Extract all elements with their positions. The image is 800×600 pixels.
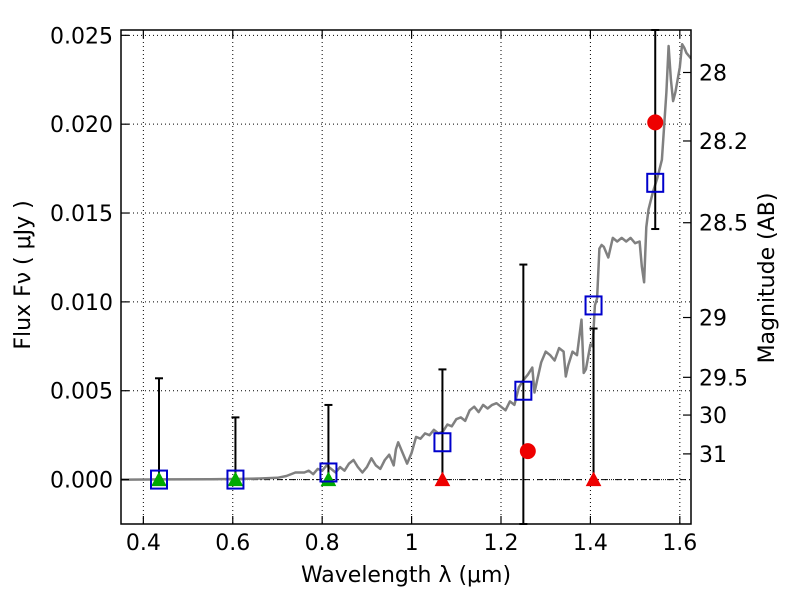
x-axis-title: Wavelength λ (μm) xyxy=(301,563,511,588)
model-photometry-square xyxy=(584,295,603,316)
x-tick-label: 1.4 xyxy=(573,531,608,556)
x-tick-label: 1.6 xyxy=(662,531,697,556)
detection-circle xyxy=(647,114,664,131)
mag-tick-label: 28.2 xyxy=(699,130,748,155)
mag-tick-label: 29.5 xyxy=(699,366,748,391)
y-tick-label: 0.000 xyxy=(50,469,113,494)
model-photometry-square xyxy=(433,432,452,453)
y-tick-label: 0.020 xyxy=(50,113,113,138)
x-tick-label: 1 xyxy=(405,531,419,556)
nondetection-triangle-green xyxy=(227,471,244,487)
y-tick-label: 0.005 xyxy=(50,380,113,405)
nondetection-triangle-red xyxy=(434,471,451,487)
model-photometry-square xyxy=(150,469,168,490)
axes: 0.4 0.6 0.8 1 1.2 1.4 1.6 0.000 0.005 0.010 0.015 0… xyxy=(50,24,748,556)
mag-tick-label: 29 xyxy=(699,307,727,332)
model-photometry-square xyxy=(226,469,245,490)
plot-frame xyxy=(120,29,692,525)
x-tick-label: 0.6 xyxy=(215,531,250,556)
y-tick-label: 0.025 xyxy=(50,24,113,49)
model-sed-line xyxy=(121,42,691,481)
model-photometry-square xyxy=(514,380,533,401)
detection-circle xyxy=(519,443,536,460)
markers xyxy=(150,29,665,525)
y-axis-title: Flux Fν ( μJy ) xyxy=(11,200,36,349)
model-photometry-square xyxy=(646,172,665,193)
y-tick-label: 0.015 xyxy=(50,202,113,227)
nondetection-triangle-red xyxy=(585,471,602,487)
mag-tick-label: 31 xyxy=(699,443,727,468)
mag-tick-label: 30 xyxy=(699,404,727,429)
mag-tick-label: 28 xyxy=(699,61,727,86)
grid-lines xyxy=(121,30,691,524)
x-tick-label: 0.8 xyxy=(305,531,340,556)
x-tick-label: 1.2 xyxy=(484,531,519,556)
y2-axis-title: Magnitude (AB) xyxy=(755,193,780,364)
plot-area xyxy=(121,42,691,481)
y-tick-label: 0.010 xyxy=(50,291,113,316)
model-photometry-square xyxy=(319,462,338,483)
mag-tick-label: 28.5 xyxy=(699,212,748,237)
x-tick-label: 0.4 xyxy=(126,531,161,556)
nondetection-triangle-green xyxy=(151,471,167,487)
